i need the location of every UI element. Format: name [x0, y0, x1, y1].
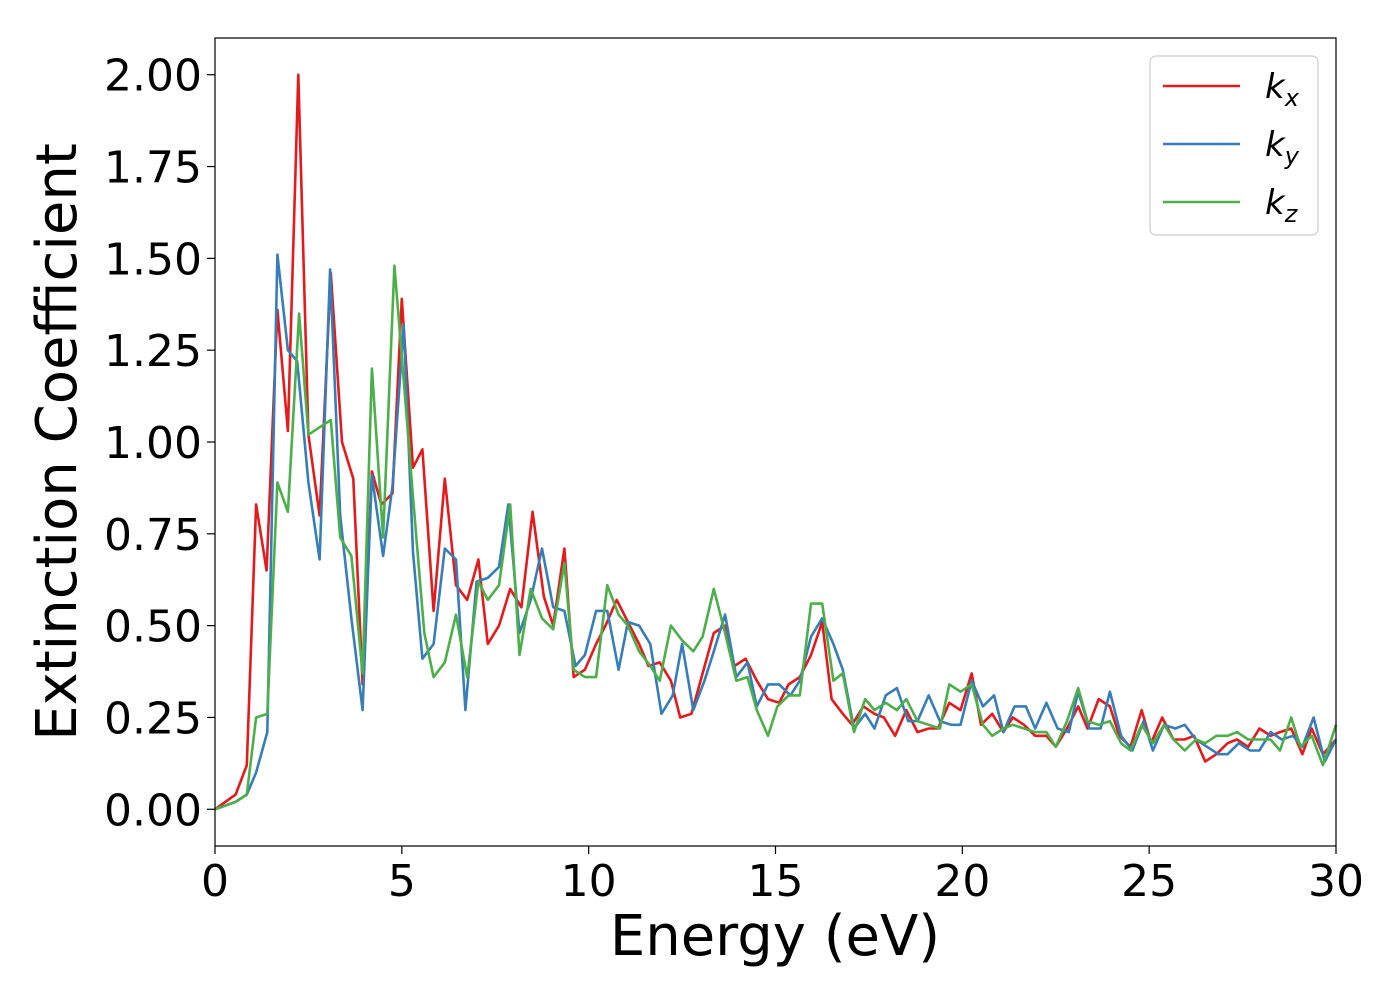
x-tick-label: 0	[201, 856, 229, 907]
x-tick-label: 10	[561, 856, 617, 907]
legend-box	[1149, 55, 1319, 236]
y-tick-label: 1.75	[104, 143, 202, 194]
x-tick-label: 30	[1308, 856, 1364, 907]
y-tick-label: 2.00	[104, 51, 202, 102]
y-tick-label: 0.25	[104, 693, 202, 744]
legend-label-kx: kx	[1265, 67, 1300, 112]
y-axis: 0.00 0.25 0.50 0.75 1.00 1.25 1.50 1.75 2.00	[104, 51, 215, 836]
x-tick-label: 25	[1121, 856, 1177, 907]
legend-label-ky: ky	[1265, 125, 1300, 170]
y-tick-label: 1.25	[104, 326, 202, 377]
series-line-kz	[214, 264, 1338, 811]
series-line-ky	[214, 253, 1338, 811]
y-tick-label: 0.00	[104, 785, 202, 836]
y-tick-label: 0.50	[104, 602, 202, 653]
x-axis: 0 5 10 15 20 25 30	[201, 846, 1364, 907]
legend-label-kz: kz	[1265, 183, 1299, 228]
y-axis-title: Extinction Coefficient	[25, 143, 90, 741]
x-tick-label: 5	[388, 856, 416, 907]
y-tick-label: 1.00	[104, 418, 202, 469]
series-layer	[214, 73, 1338, 811]
legend: kx ky kz	[1149, 55, 1319, 236]
x-tick-label: 20	[934, 856, 990, 907]
y-tick-label: 1.50	[104, 234, 202, 285]
y-tick-label: 0.75	[104, 510, 202, 561]
x-tick-label: 15	[748, 856, 804, 907]
x-axis-title: Energy (eV)	[610, 904, 940, 969]
